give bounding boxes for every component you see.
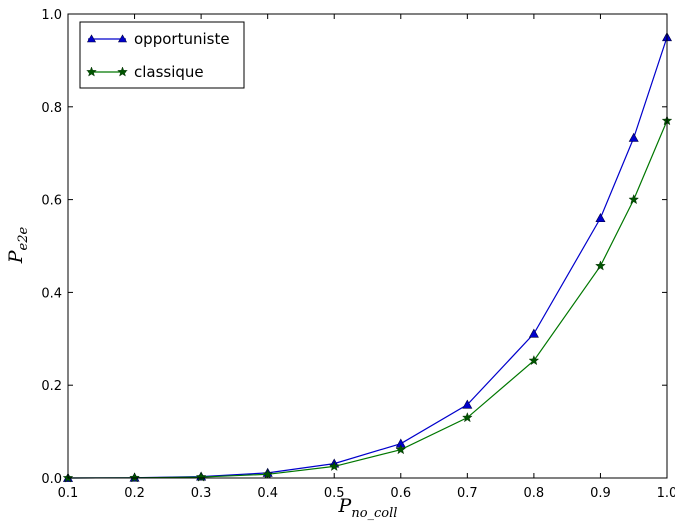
- series-layer: [62, 32, 673, 483]
- data-point-classique: [129, 472, 140, 483]
- data-point-classique: [528, 355, 540, 366]
- axis-ticks: 0.1 0.2 0.3 0.4 0.5 0.6 0.7 0.8 0.9 1.0 0.0 0.2 0.4 0…: [41, 8, 675, 501]
- legend-label-classique: classique: [134, 63, 204, 81]
- series-line-opportuniste: [67, 37, 668, 479]
- x-tick-label: 0.6: [390, 486, 411, 501]
- y-tick-label: 0.2: [41, 379, 62, 394]
- series-opportuniste: [62, 32, 673, 482]
- data-point-classique: [195, 471, 207, 482]
- legend-marker-opportuniste: [117, 34, 128, 43]
- y-tick-label: 0.0: [41, 472, 62, 487]
- data-point-classique: [328, 460, 340, 471]
- x-tick-label: 0.1: [58, 486, 79, 501]
- legend-entry-opportuniste: opportuniste: [86, 30, 230, 48]
- x-axis-label: Pno_coll: [338, 495, 398, 521]
- series-line-classique: [67, 120, 668, 479]
- x-tick-label: 0.7: [457, 486, 478, 501]
- plot-frame: [67, 13, 668, 479]
- data-point-opportuniste: [628, 132, 639, 142]
- data-point-opportuniste: [595, 213, 606, 223]
- data-point-classique: [262, 468, 273, 479]
- y-tick-label: 0.6: [41, 194, 62, 209]
- y-axis-label: Pe2e: [5, 226, 31, 264]
- x-tick-label: 1.0: [657, 486, 675, 501]
- x-tick-label: 0.4: [257, 486, 278, 501]
- x-tick-label: 0.8: [524, 486, 545, 501]
- data-point-opportuniste: [528, 328, 539, 338]
- x-tick-label: 0.3: [191, 486, 212, 501]
- x-tick-label: 0.5: [324, 486, 345, 501]
- data-point-classique: [395, 444, 407, 455]
- legend-box: [79, 21, 245, 89]
- x-tick-label: 0.2: [124, 486, 145, 501]
- data-point-classique: [595, 260, 606, 271]
- data-point-opportuniste: [462, 399, 473, 409]
- data-point-classique: [462, 412, 473, 423]
- legend: opportuniste classique: [79, 21, 245, 89]
- legend-marker-opportuniste: [86, 34, 97, 43]
- legend-label-opportuniste: opportuniste: [134, 30, 230, 48]
- y-tick-label: 0.8: [41, 101, 62, 116]
- series-classique: [62, 115, 673, 483]
- data-point-classique: [628, 194, 640, 205]
- legend-marker-classique: [86, 66, 97, 77]
- y-tick-label: 0.4: [41, 286, 62, 301]
- y-tick-label: 1.0: [41, 8, 62, 23]
- x-tick-label: 0.9: [590, 486, 611, 501]
- legend-entry-classique: classique: [86, 63, 204, 81]
- legend-marker-classique: [117, 66, 128, 77]
